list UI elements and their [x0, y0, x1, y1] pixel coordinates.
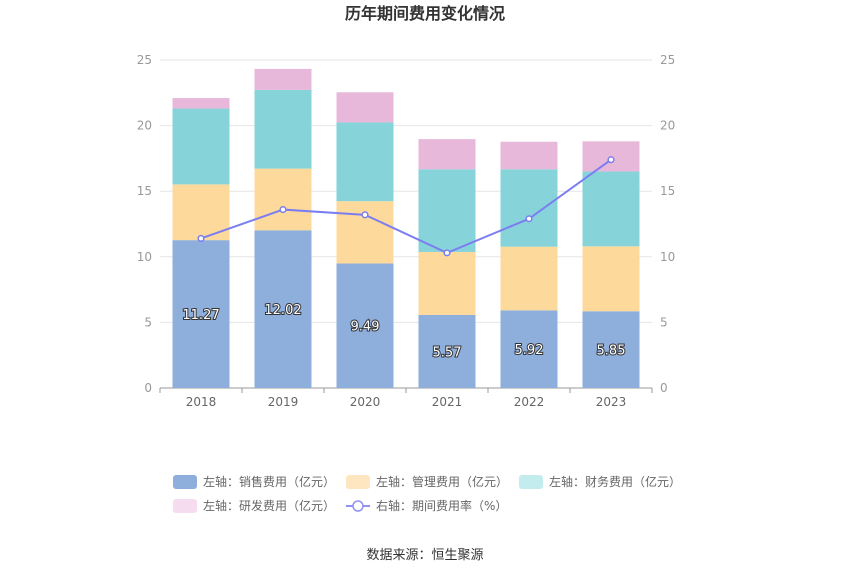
legend-swatch	[346, 475, 370, 489]
bar-value-label: 9.49	[351, 320, 380, 335]
bar-segment	[500, 310, 558, 388]
rate-line-path	[200, 158, 612, 254]
legend-label: 左轴：销售费用（亿元）	[203, 474, 335, 489]
y-left-tick: 10	[137, 250, 152, 264]
bar-segment	[582, 171, 640, 247]
y-left-tick: 15	[137, 184, 152, 198]
legend-item[interactable]: 左轴：财务费用（亿元）	[519, 474, 681, 489]
y-right-tick: 20	[660, 119, 675, 133]
y-left-tick: 0	[144, 381, 152, 395]
bar-segment	[172, 108, 230, 185]
y-right-tick: 0	[660, 381, 668, 395]
bars	[172, 68, 640, 388]
grid-lines	[160, 59, 652, 389]
rate-point	[525, 215, 533, 223]
y-left-tick: 20	[137, 119, 152, 133]
legend-item[interactable]: 右轴：期间费用率（%）	[346, 498, 507, 513]
bar-value-label: 11.27	[182, 308, 219, 323]
x-tick-label: 2019	[268, 395, 299, 409]
bar-segment	[254, 168, 312, 231]
bar-segment	[582, 246, 640, 312]
bar-segment	[418, 139, 476, 170]
chart-title: 历年期间费用变化情况	[345, 4, 505, 23]
x-tick-label: 2021	[432, 395, 463, 409]
bar-value-label: 5.85	[597, 344, 626, 359]
bar-segment	[336, 122, 394, 202]
rate-line	[197, 156, 615, 257]
legend-item[interactable]: 左轴：管理费用（亿元）	[346, 474, 508, 489]
bar-segment	[418, 314, 476, 388]
axis-ticks: 0 5 10 15 20 25 0 5 10 15 20 25	[137, 53, 676, 395]
legend-label: 右轴：期间费用率（%）	[376, 498, 507, 513]
legend-swatch	[173, 475, 197, 489]
bar-segment	[418, 169, 476, 252]
legend-swatch	[173, 499, 197, 513]
bar-segment	[500, 246, 558, 311]
y-right-tick: 15	[660, 184, 675, 198]
rate-point	[361, 211, 369, 219]
data-labels: 11.27 12.02 9.49 5.57 5.92 5.85	[181, 302, 626, 361]
x-tick-label: 2023	[596, 395, 627, 409]
bar-segment	[336, 201, 394, 264]
legend-label: 左轴：研发费用（亿元）	[203, 498, 335, 513]
bar-segment	[336, 263, 394, 388]
rate-point	[443, 249, 451, 257]
bar-segment	[172, 98, 230, 109]
data-source: 数据来源：恒生聚源	[366, 548, 483, 563]
bar-segment	[500, 141, 558, 170]
legend-label: 左轴：管理费用（亿元）	[376, 474, 508, 489]
bar-segment	[172, 240, 230, 388]
legend-label: 左轴：财务费用（亿元）	[549, 474, 681, 489]
x-tick-label: 2018	[186, 395, 217, 409]
bar-segment	[254, 230, 312, 388]
rate-point	[279, 206, 287, 214]
rate-point	[197, 234, 205, 242]
legend[interactable]: 左轴：销售费用（亿元） 左轴：管理费用（亿元） 左轴：财务费用（亿元） 左轴：研发费用…	[173, 474, 681, 513]
legend-line-marker	[352, 500, 364, 512]
y-right-tick: 10	[660, 250, 675, 264]
y-left-tick: 5	[144, 315, 152, 329]
bar-segment	[582, 311, 640, 388]
legend-item[interactable]: 左轴：销售费用（亿元）	[173, 474, 335, 489]
bar-segment	[500, 169, 558, 247]
bar-value-label: 12.02	[264, 303, 301, 318]
x-tick-label: 2022	[514, 395, 545, 409]
y-right-tick: 5	[660, 315, 668, 329]
legend-item[interactable]: 左轴：研发费用（亿元）	[173, 498, 335, 513]
bar-segment	[336, 92, 394, 123]
rate-point	[607, 156, 615, 164]
bar-segment	[254, 89, 312, 169]
bar-value-label: 5.57	[433, 345, 462, 360]
legend-swatch	[519, 475, 543, 489]
bar-segment	[418, 251, 476, 315]
y-right-tick: 25	[660, 53, 675, 67]
x-axis-ticks: 2018 2019 2020 2021 2022 2023	[159, 388, 653, 409]
bar-segment	[254, 68, 312, 90]
bar-value-label: 5.92	[515, 343, 544, 358]
x-tick-label: 2020	[350, 395, 381, 409]
y-left-tick: 25	[137, 53, 152, 67]
